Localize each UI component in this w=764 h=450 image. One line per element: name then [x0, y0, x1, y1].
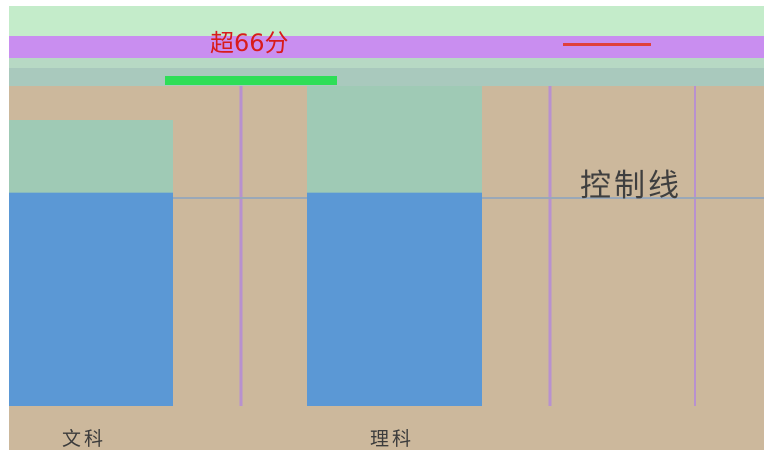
category-axis-band — [9, 406, 764, 450]
category-label-wenke: 文科 — [62, 428, 107, 450]
bar-wenke — [9, 192, 173, 406]
control-line-label: 控制线 — [580, 168, 682, 204]
red-accent-line — [563, 43, 651, 46]
bars-group — [9, 192, 482, 406]
header-band-light — [9, 58, 764, 68]
header-band-purple — [9, 36, 764, 58]
bar-like — [307, 192, 482, 406]
header-band-top — [9, 6, 764, 36]
progress-strip — [165, 76, 337, 85]
chart-title: 超66分 — [210, 29, 289, 57]
band-wenke — [9, 120, 173, 198]
category-label-like: 理科 — [370, 428, 415, 450]
band-like — [307, 86, 482, 198]
header-band-teal — [9, 68, 764, 86]
